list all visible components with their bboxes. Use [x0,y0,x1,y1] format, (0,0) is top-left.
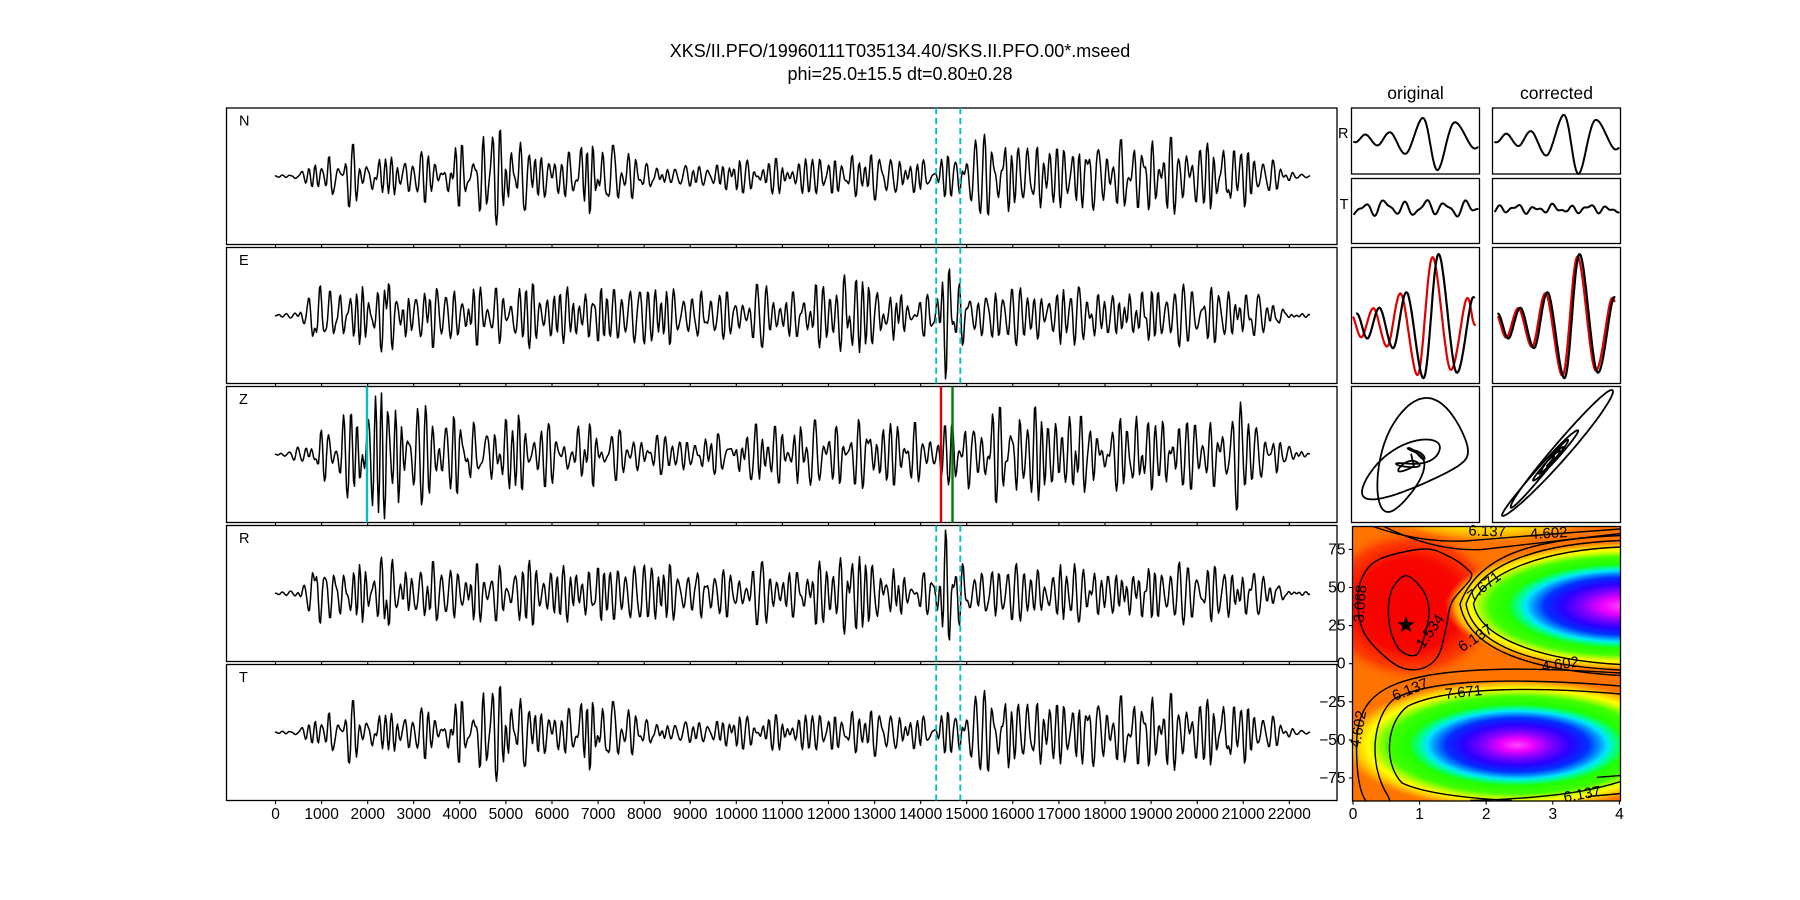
svg-text:4: 4 [1615,806,1624,823]
svg-text:4000: 4000 [443,806,478,823]
svg-text:25: 25 [1328,618,1345,635]
svg-text:3.068: 3.068 [1351,584,1371,623]
svg-text:12000: 12000 [807,806,850,823]
svg-text:3000: 3000 [396,806,431,823]
svg-text:19000: 19000 [1130,806,1173,823]
svg-text:22000: 22000 [1268,806,1311,823]
svg-text:R: R [239,531,249,547]
svg-text:−50: −50 [1319,732,1346,749]
svg-text:2000: 2000 [350,806,385,823]
svg-text:9000: 9000 [673,806,708,823]
svg-text:0: 0 [271,806,280,823]
svg-text:6.137: 6.137 [1468,522,1506,540]
svg-text:3: 3 [1548,806,1557,823]
svg-text:16000: 16000 [991,806,1034,823]
svg-text:XKS/II.PFO/19960111T035134.40/: XKS/II.PFO/19960111T035134.40/SKS.II.PFO… [670,41,1131,61]
svg-text:20000: 20000 [1176,806,1219,823]
svg-text:1000: 1000 [304,806,339,823]
svg-text:17000: 17000 [1037,806,1080,823]
svg-text:10000: 10000 [715,806,758,823]
svg-text:11000: 11000 [761,806,803,823]
svg-text:T: T [1340,197,1349,213]
svg-text:original: original [1387,83,1443,103]
svg-text:21000: 21000 [1222,806,1265,823]
svg-text:T: T [239,670,248,686]
svg-text:1: 1 [1415,806,1424,823]
svg-text:8000: 8000 [627,806,662,823]
svg-text:7000: 7000 [581,806,616,823]
svg-text:0: 0 [1349,806,1358,823]
svg-text:75: 75 [1328,541,1345,558]
svg-text:phi=25.0±15.5 dt=0.80±0.28: phi=25.0±15.5 dt=0.80±0.28 [788,64,1013,84]
svg-text:50: 50 [1328,580,1346,597]
svg-text:−25: −25 [1319,694,1345,711]
svg-text:5000: 5000 [489,806,524,823]
svg-text:Z: Z [239,392,248,408]
svg-text:2: 2 [1482,806,1491,823]
svg-text:4.602: 4.602 [1541,654,1581,676]
svg-text:13000: 13000 [853,806,896,823]
svg-text:4.602: 4.602 [1530,524,1568,543]
svg-text:corrected: corrected [1520,83,1593,103]
svg-text:7.671: 7.671 [1444,682,1483,703]
svg-text:−75: −75 [1319,770,1345,787]
svg-text:E: E [239,253,249,269]
svg-text:R: R [1338,126,1348,142]
svg-text:15000: 15000 [945,806,988,823]
svg-text:6000: 6000 [535,806,570,823]
svg-text:18000: 18000 [1083,806,1126,823]
svg-text:N: N [239,114,249,130]
svg-text:14000: 14000 [899,806,942,823]
svg-text:0: 0 [1337,656,1346,673]
